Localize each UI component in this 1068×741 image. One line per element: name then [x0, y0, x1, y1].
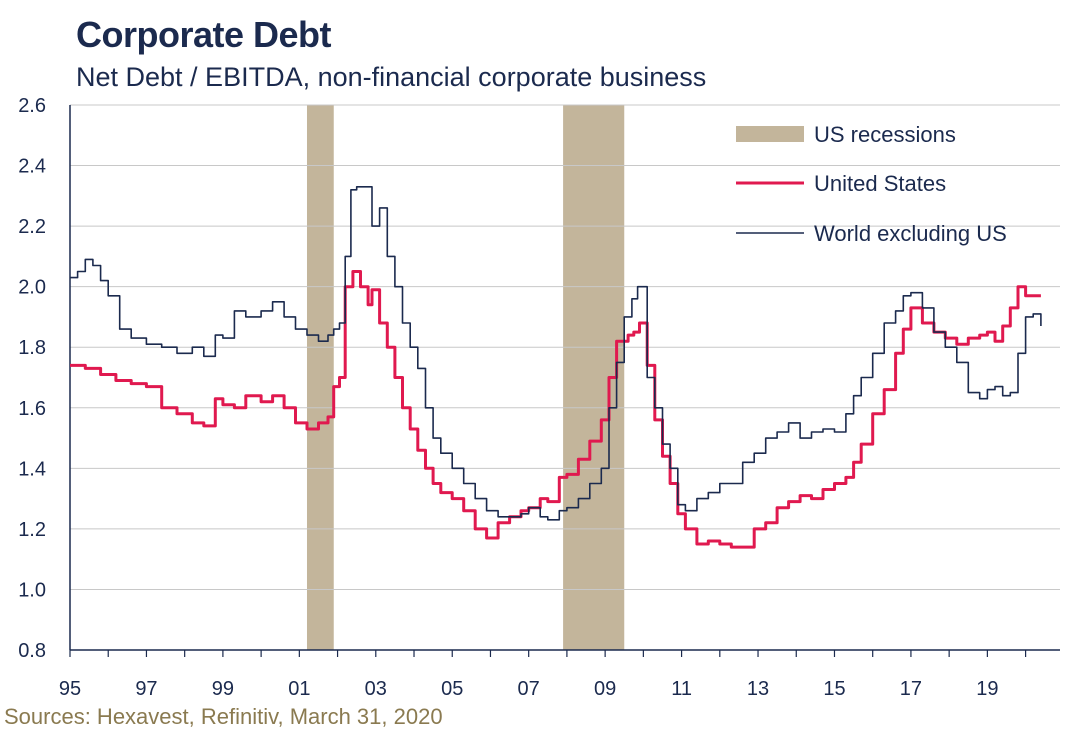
page-title: Corporate Debt [76, 14, 332, 55]
y-tick-label-2.6: 2.6 [18, 95, 46, 117]
x-tick-label-15: 15 [823, 678, 845, 700]
x-tick-label-95: 95 [59, 678, 81, 700]
recession-band-1 [306, 105, 334, 650]
y-tick-label-1.0: 1.0 [18, 579, 46, 601]
source-note: Sources: Hexavest, Refinitiv, March 31, … [4, 704, 443, 729]
x-tick-label-97: 97 [135, 678, 157, 700]
x-tick-label-09: 09 [594, 678, 616, 700]
legend-label-united-states: United States [814, 171, 946, 196]
legend-label-recessions: US recessions [814, 122, 956, 147]
y-tick-label-1.2: 1.2 [18, 519, 46, 541]
y-tick-label-1.4: 1.4 [18, 458, 46, 480]
x-tick-label-13: 13 [747, 678, 769, 700]
page-subtitle: Net Debt / EBITDA, non-financial corpora… [76, 62, 707, 92]
y-tick-label-2.2: 2.2 [18, 216, 46, 238]
x-tick-label-01: 01 [288, 678, 310, 700]
x-tick-label-19: 19 [976, 678, 998, 700]
series-line-world-excluding-us [70, 186, 1042, 521]
series-line-united-states [70, 270, 1041, 549]
y-tick-label-1.6: 1.6 [18, 398, 46, 420]
x-tick-label-11: 11 [671, 678, 692, 700]
y-tick-label-1.8: 1.8 [18, 337, 46, 359]
legend-label-world-excluding-us: World excluding US [814, 221, 1007, 246]
x-tick-label-03: 03 [365, 678, 387, 700]
legend-swatch-recessions [736, 126, 804, 142]
x-tick-label-17: 17 [900, 678, 922, 700]
y-tick-label-2.0: 2.0 [18, 277, 46, 299]
y-tick-label-2.4: 2.4 [18, 156, 46, 178]
x-tick-label-05: 05 [441, 678, 463, 700]
y-tick-label-0.8: 0.8 [18, 640, 46, 662]
x-tick-label-07: 07 [518, 678, 540, 700]
x-tick-label-99: 99 [212, 678, 234, 700]
